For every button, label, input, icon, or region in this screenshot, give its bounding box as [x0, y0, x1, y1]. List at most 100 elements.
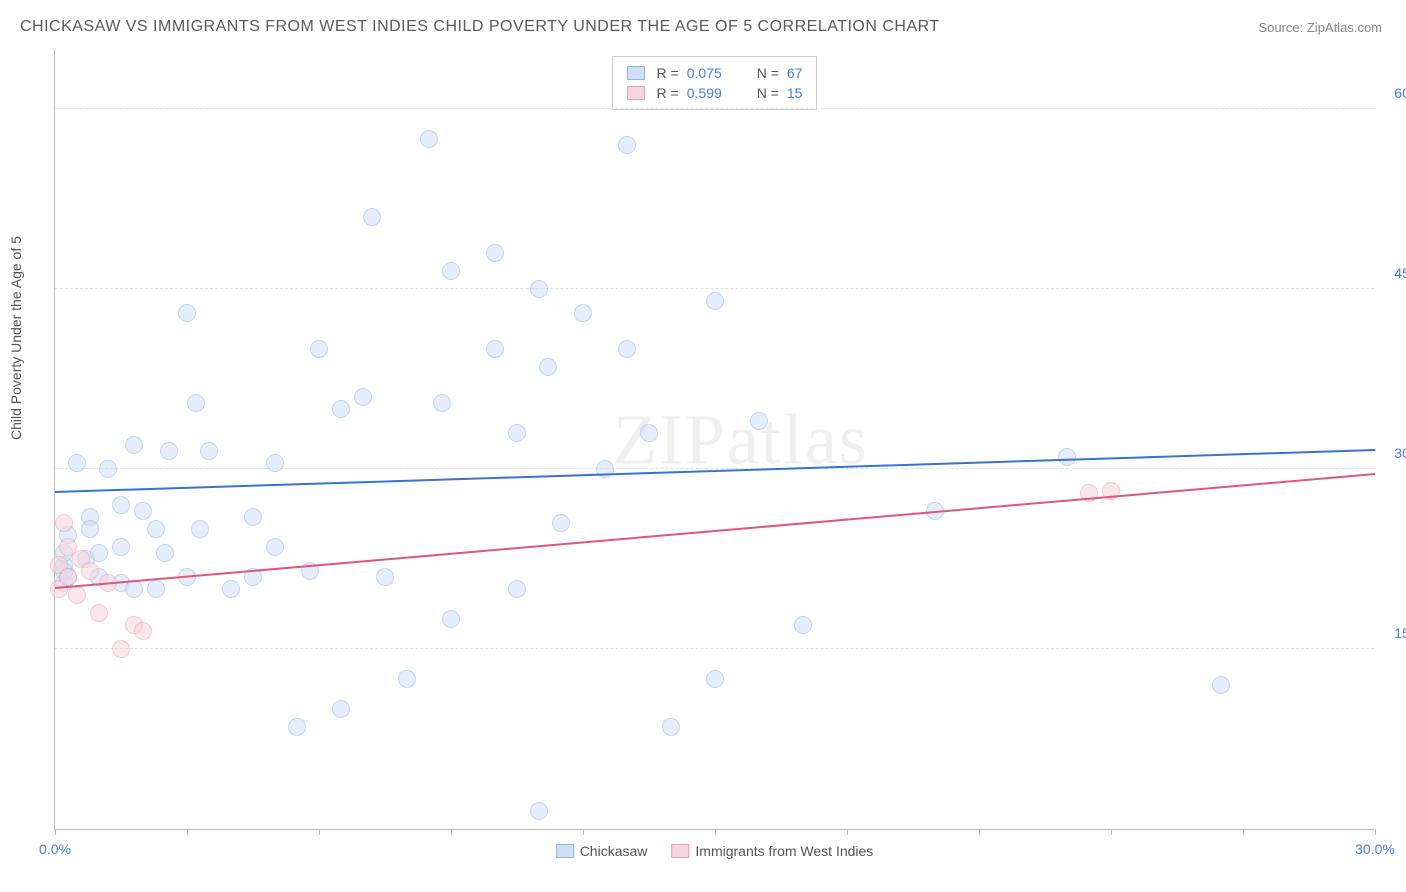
data-point	[332, 400, 350, 418]
data-point	[68, 586, 86, 604]
x-tick-mark	[1111, 829, 1112, 835]
data-point	[125, 436, 143, 454]
gridline	[55, 648, 1374, 649]
data-point	[288, 718, 306, 736]
x-tick-label: 0.0%	[39, 841, 71, 857]
x-tick-mark	[1243, 829, 1244, 835]
data-point	[222, 580, 240, 598]
data-point	[200, 442, 218, 460]
r-label: R =	[657, 85, 679, 101]
x-tick-mark	[847, 829, 848, 835]
chart-title: CHICKASAW VS IMMIGRANTS FROM WEST INDIES…	[20, 18, 940, 36]
data-point	[191, 520, 209, 538]
x-tick-mark	[1375, 829, 1376, 835]
data-point	[706, 670, 724, 688]
data-point	[530, 802, 548, 820]
data-point	[794, 616, 812, 634]
trend-line	[55, 473, 1375, 589]
x-tick-mark	[979, 829, 980, 835]
data-point	[420, 130, 438, 148]
gridline	[55, 468, 1374, 469]
data-point	[266, 538, 284, 556]
data-point	[433, 394, 451, 412]
data-point	[706, 292, 724, 310]
y-tick-label: 15.0%	[1379, 625, 1406, 641]
legend-item-series-2: Immigrants from West Indies	[671, 843, 873, 859]
x-tick-label: 30.0%	[1355, 841, 1395, 857]
data-point	[486, 340, 504, 358]
data-point	[539, 358, 557, 376]
data-point	[354, 388, 372, 406]
x-tick-mark	[187, 829, 188, 835]
data-point	[81, 520, 99, 538]
data-point	[68, 454, 86, 472]
n-value-series-1: 67	[787, 65, 803, 81]
x-tick-mark	[583, 829, 584, 835]
x-tick-mark	[715, 829, 716, 835]
data-point	[147, 520, 165, 538]
n-label: N =	[757, 85, 779, 101]
legend-label-series-2: Immigrants from West Indies	[695, 843, 873, 859]
swatch-series-2	[671, 844, 689, 858]
legend-row-series-2: R = 0.599 N = 15	[627, 83, 803, 103]
data-point	[618, 136, 636, 154]
data-point	[640, 424, 658, 442]
data-point	[376, 568, 394, 586]
data-point	[99, 460, 117, 478]
r-value-series-1: 0.075	[687, 65, 737, 81]
data-point	[90, 604, 108, 622]
y-axis-label: Child Poverty Under the Age of 5	[8, 236, 24, 440]
data-point	[112, 640, 130, 658]
r-label: R =	[657, 65, 679, 81]
data-point	[310, 340, 328, 358]
data-point	[750, 412, 768, 430]
data-point	[156, 544, 174, 562]
data-point	[266, 454, 284, 472]
data-point	[112, 538, 130, 556]
x-tick-mark	[55, 829, 56, 835]
data-point	[363, 208, 381, 226]
swatch-series-2	[627, 86, 645, 100]
data-point	[508, 580, 526, 598]
scatter-plot-area: ZIPatlas R = 0.075 N = 67 R = 0.599 N = …	[54, 50, 1374, 830]
data-point	[662, 718, 680, 736]
data-point	[244, 508, 262, 526]
data-point	[134, 622, 152, 640]
series-legend: Chickasaw Immigrants from West Indies	[556, 843, 874, 859]
data-point	[90, 544, 108, 562]
data-point	[134, 502, 152, 520]
n-value-series-2: 15	[787, 85, 803, 101]
data-point	[1058, 448, 1076, 466]
correlation-legend: R = 0.075 N = 67 R = 0.599 N = 15	[612, 56, 818, 110]
source-attribution: Source: ZipAtlas.com	[1258, 20, 1382, 35]
data-point	[332, 700, 350, 718]
data-point	[442, 610, 460, 628]
data-point	[398, 670, 416, 688]
swatch-series-1	[627, 66, 645, 80]
gridline	[55, 288, 1374, 289]
data-point	[1212, 676, 1230, 694]
data-point	[81, 562, 99, 580]
y-tick-label: 30.0%	[1379, 445, 1406, 461]
legend-item-series-1: Chickasaw	[556, 843, 648, 859]
legend-label-series-1: Chickasaw	[580, 843, 648, 859]
data-point	[508, 424, 526, 442]
data-point	[530, 280, 548, 298]
data-point	[187, 394, 205, 412]
data-point	[112, 496, 130, 514]
y-tick-label: 60.0%	[1379, 85, 1406, 101]
x-tick-mark	[451, 829, 452, 835]
swatch-series-1	[556, 844, 574, 858]
legend-row-series-1: R = 0.075 N = 67	[627, 63, 803, 83]
n-label: N =	[757, 65, 779, 81]
gridline	[55, 108, 1374, 109]
data-point	[552, 514, 570, 532]
data-point	[618, 340, 636, 358]
data-point	[147, 580, 165, 598]
data-point	[55, 514, 73, 532]
data-point	[160, 442, 178, 460]
y-tick-label: 45.0%	[1379, 265, 1406, 281]
r-value-series-2: 0.599	[687, 85, 737, 101]
data-point	[59, 568, 77, 586]
data-point	[178, 304, 196, 322]
